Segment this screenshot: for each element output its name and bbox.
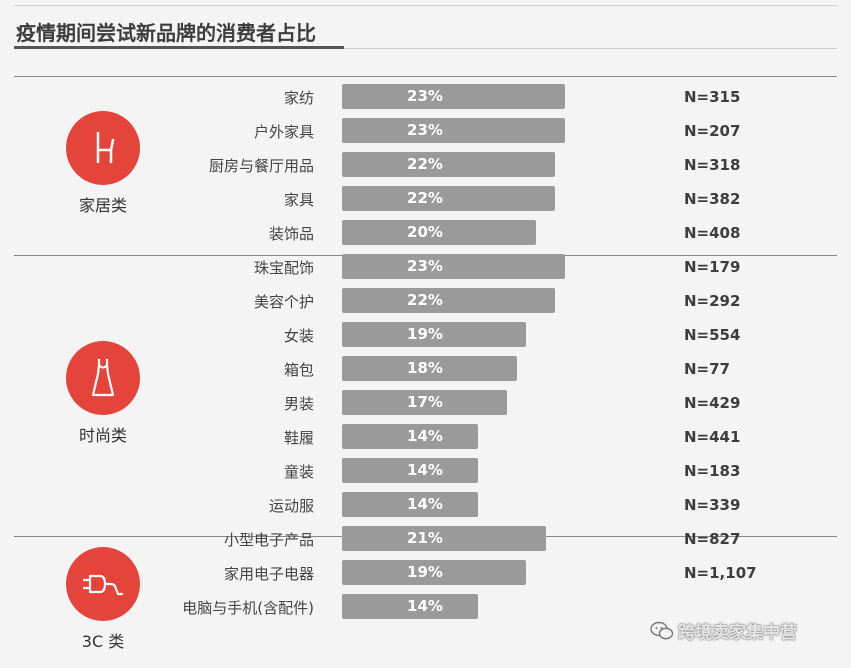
category-label: 装饰品	[268, 225, 314, 243]
watermark-text: 跨境卖家集中营	[678, 623, 797, 643]
bar	[342, 594, 478, 619]
category-label: 家用电子电器	[223, 565, 314, 583]
bar	[342, 152, 556, 177]
sample-size-label: N=207	[684, 122, 741, 140]
sample-size-label: N=318	[684, 156, 741, 174]
group-divider	[14, 76, 837, 77]
top-rule	[14, 5, 837, 6]
bar-value-label: 17%	[407, 393, 443, 411]
category-label: 运动服	[268, 497, 314, 515]
bar-value-label: 20%	[407, 223, 443, 241]
category-group-name: 3C 类	[81, 632, 125, 651]
bar	[342, 424, 478, 449]
bar-value-label: 21%	[407, 529, 443, 547]
sample-size-label: N=183	[684, 462, 741, 480]
sample-size-label: N=408	[684, 224, 741, 242]
category-label: 电脑与手机(含配件)	[182, 599, 314, 617]
chair-icon	[66, 110, 140, 185]
sample-size-label: N=554	[684, 326, 741, 344]
chart-title: 疫情期间尝试新品牌的消费者占比	[16, 21, 316, 45]
dress-icon	[66, 340, 140, 415]
watermark: 跨境卖家集中营	[650, 618, 797, 643]
sample-size-label: N=1,107	[684, 564, 757, 582]
sample-size-label: N=827	[684, 530, 741, 548]
sample-size-label: N=429	[684, 394, 741, 412]
category-group-name: 时尚类	[78, 425, 127, 445]
bar-value-label: 14%	[407, 427, 443, 445]
bar	[342, 288, 556, 313]
bar-value-label: 14%	[407, 597, 443, 615]
bar-value-label: 22%	[407, 291, 443, 309]
title-rule	[14, 48, 837, 49]
category-label: 女装	[283, 327, 314, 345]
bar-value-label: 22%	[407, 155, 443, 173]
bar	[342, 322, 527, 347]
sample-size-label: N=292	[684, 292, 741, 310]
bar	[342, 458, 478, 483]
sample-size-label: N=382	[684, 190, 741, 208]
bar	[342, 254, 565, 279]
category-label: 箱包	[283, 361, 314, 379]
bar-value-label: 23%	[407, 257, 443, 275]
sample-size-label: N=179	[684, 258, 741, 276]
category-label: 小型电子产品	[223, 531, 314, 549]
bar-value-label: 23%	[407, 121, 443, 139]
bar-value-label: 19%	[407, 563, 443, 581]
category-label: 美容个护	[253, 293, 314, 311]
bar	[342, 186, 556, 211]
bar	[342, 560, 527, 585]
bar-value-label: 22%	[407, 189, 443, 207]
bar	[342, 526, 546, 551]
category-label: 珠宝配饰	[253, 259, 314, 277]
bar-value-label: 14%	[407, 461, 443, 479]
bar	[342, 84, 565, 109]
bar	[342, 356, 517, 381]
category-group-name: 家居类	[78, 195, 127, 215]
wechat-icon	[650, 621, 674, 639]
category-label: 厨房与餐厅用品	[208, 157, 314, 175]
sample-size-label: N=339	[684, 496, 741, 514]
bar-value-label: 18%	[407, 359, 443, 377]
plug-icon	[66, 547, 140, 621]
bar	[342, 390, 507, 415]
bar-value-label: 14%	[407, 495, 443, 513]
category-label: 家具	[283, 191, 314, 209]
category-label: 男装	[283, 395, 314, 413]
sample-size-label: N=315	[684, 88, 741, 106]
bar	[342, 492, 478, 517]
sample-size-label: N=441	[684, 428, 741, 446]
sample-size-label: N=77	[684, 360, 730, 378]
bar-value-label: 23%	[407, 87, 443, 105]
bar	[342, 118, 565, 143]
category-label: 户外家具	[253, 123, 314, 141]
category-label: 童装	[283, 463, 314, 481]
bar	[342, 220, 536, 245]
bar-value-label: 19%	[407, 325, 443, 343]
category-label: 鞋履	[283, 429, 314, 447]
title-underline	[14, 46, 344, 49]
category-label: 家纺	[283, 89, 314, 107]
